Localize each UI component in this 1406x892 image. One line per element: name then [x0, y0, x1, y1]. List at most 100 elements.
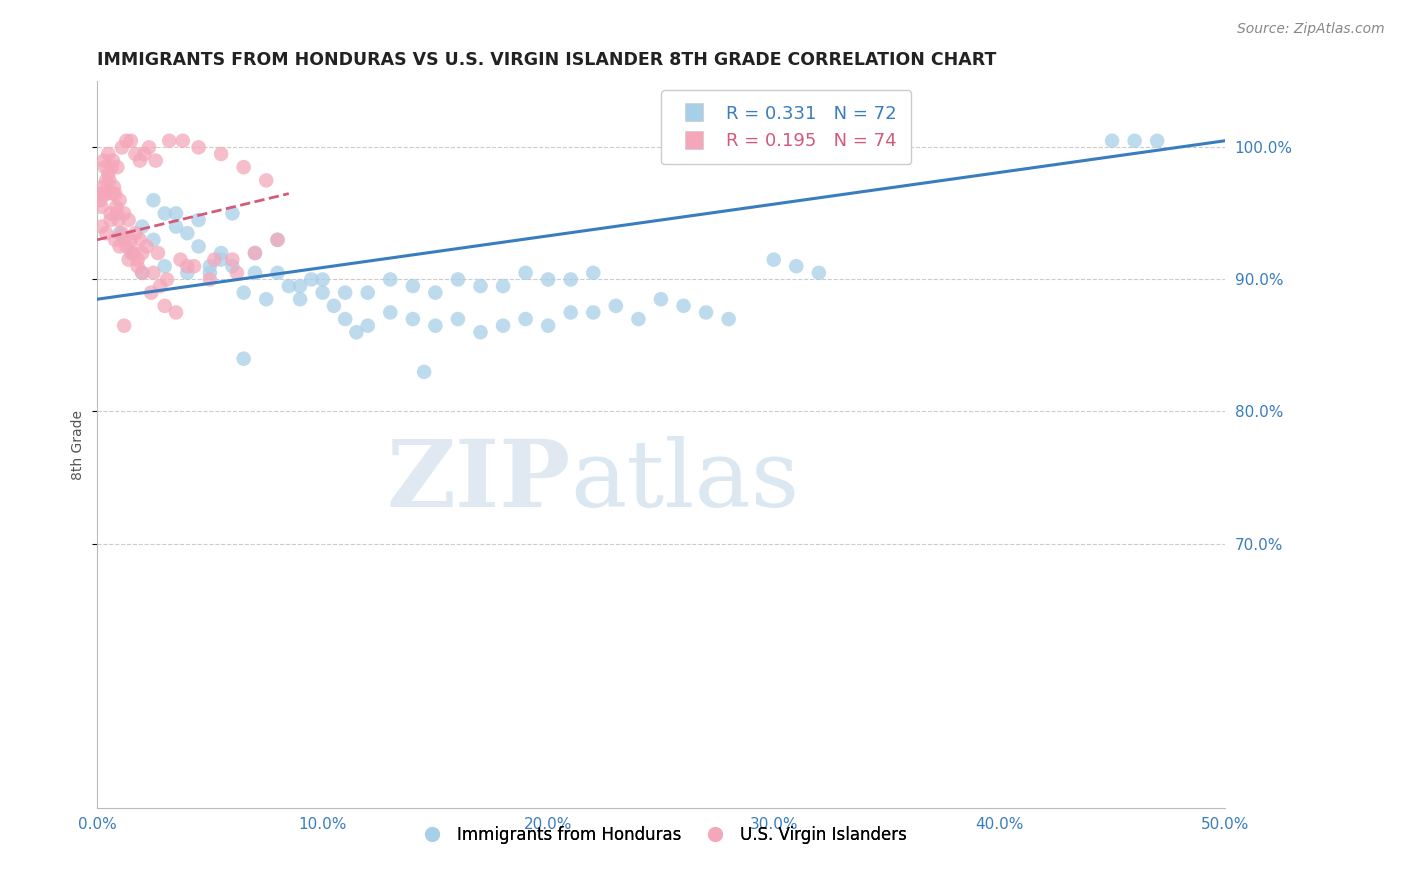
- Point: [402, 312, 425, 326]
- Y-axis label: 8th Grade: 8th Grade: [72, 409, 86, 480]
- Point: [243, 246, 266, 260]
- Point: [153, 259, 176, 273]
- Point: [176, 259, 198, 273]
- Point: [492, 318, 515, 333]
- Point: [357, 285, 380, 300]
- Point: [695, 305, 717, 319]
- Point: [357, 318, 380, 333]
- Point: [153, 299, 176, 313]
- Point: [131, 266, 153, 280]
- Point: [380, 305, 402, 319]
- Point: [333, 285, 356, 300]
- Point: [93, 186, 115, 201]
- Point: [108, 193, 131, 207]
- Point: [447, 312, 470, 326]
- Point: [176, 226, 198, 240]
- Point: [120, 246, 142, 260]
- Point: [111, 226, 134, 240]
- Point: [288, 279, 311, 293]
- Point: [117, 252, 139, 267]
- Point: [104, 186, 127, 201]
- Point: [120, 134, 142, 148]
- Point: [785, 259, 807, 273]
- Point: [333, 312, 356, 326]
- Point: [100, 160, 122, 174]
- Point: [1123, 134, 1146, 148]
- Point: [277, 279, 299, 293]
- Point: [112, 318, 135, 333]
- Point: [1146, 134, 1168, 148]
- Point: [627, 312, 650, 326]
- Point: [221, 206, 243, 220]
- Point: [91, 180, 114, 194]
- Point: [129, 153, 152, 168]
- Point: [108, 226, 131, 240]
- Point: [299, 272, 322, 286]
- Point: [209, 246, 232, 260]
- Point: [131, 266, 153, 280]
- Point: [515, 266, 537, 280]
- Point: [187, 239, 209, 253]
- Point: [346, 325, 368, 339]
- Point: [537, 318, 560, 333]
- Point: [582, 305, 605, 319]
- Point: [107, 213, 129, 227]
- Text: atlas: atlas: [571, 436, 800, 525]
- Point: [322, 299, 344, 313]
- Point: [1101, 134, 1123, 148]
- Point: [425, 285, 447, 300]
- Point: [101, 153, 124, 168]
- Point: [311, 272, 333, 286]
- Point: [187, 213, 209, 227]
- Point: [134, 147, 156, 161]
- Point: [105, 206, 128, 220]
- Point: [156, 272, 179, 286]
- Point: [145, 153, 167, 168]
- Point: [111, 140, 134, 154]
- Point: [97, 147, 120, 161]
- Point: [94, 160, 117, 174]
- Point: [105, 200, 128, 214]
- Point: [122, 246, 145, 260]
- Point: [142, 266, 165, 280]
- Point: [138, 140, 160, 154]
- Point: [470, 325, 492, 339]
- Point: [135, 239, 157, 253]
- Point: [112, 206, 135, 220]
- Point: [97, 167, 120, 181]
- Point: [104, 233, 127, 247]
- Point: [762, 252, 785, 267]
- Text: ZIP: ZIP: [387, 436, 571, 525]
- Point: [232, 160, 254, 174]
- Point: [100, 206, 122, 220]
- Point: [112, 233, 135, 247]
- Point: [672, 299, 695, 313]
- Point: [221, 259, 243, 273]
- Point: [131, 246, 153, 260]
- Point: [176, 266, 198, 280]
- Point: [165, 305, 187, 319]
- Point: [120, 233, 142, 247]
- Point: [515, 312, 537, 326]
- Point: [157, 134, 180, 148]
- Point: [105, 160, 128, 174]
- Point: [807, 266, 830, 280]
- Point: [209, 147, 232, 161]
- Point: [266, 233, 288, 247]
- Point: [124, 147, 146, 161]
- Point: [717, 312, 740, 326]
- Point: [605, 299, 627, 313]
- Point: [94, 173, 117, 187]
- Point: [198, 266, 221, 280]
- Point: [582, 266, 605, 280]
- Point: [183, 259, 205, 273]
- Point: [142, 233, 165, 247]
- Point: [89, 186, 111, 201]
- Point: [103, 180, 125, 194]
- Point: [560, 305, 582, 319]
- Point: [232, 351, 254, 366]
- Point: [254, 292, 277, 306]
- Point: [90, 200, 112, 214]
- Point: [198, 272, 221, 286]
- Point: [142, 193, 165, 207]
